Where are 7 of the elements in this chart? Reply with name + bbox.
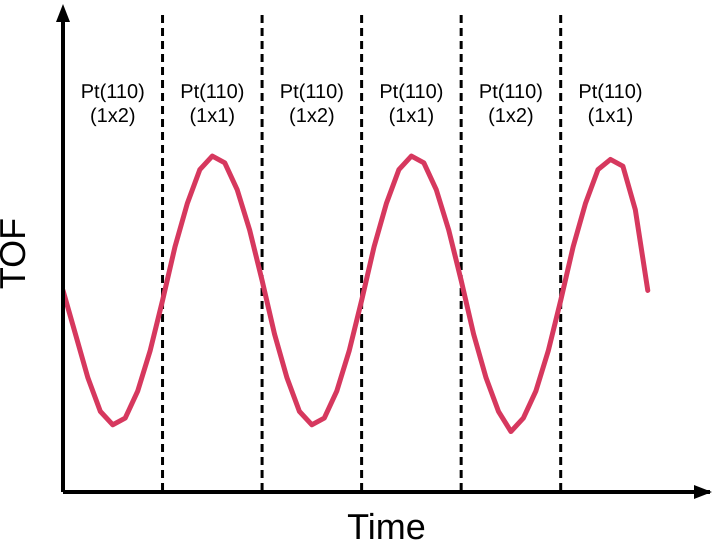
x-axis-title: Time xyxy=(347,506,426,541)
text: Pt(110) (1x2) xyxy=(280,81,344,127)
text: Pt(110) (1x2) xyxy=(80,81,145,127)
text: Pt(110) (1x1) xyxy=(379,81,444,127)
text: Pt(110) (1x1) xyxy=(578,81,643,127)
text: Pt(110) (1x1) xyxy=(180,81,244,127)
text: Pt(110) (1x2) xyxy=(478,81,543,127)
